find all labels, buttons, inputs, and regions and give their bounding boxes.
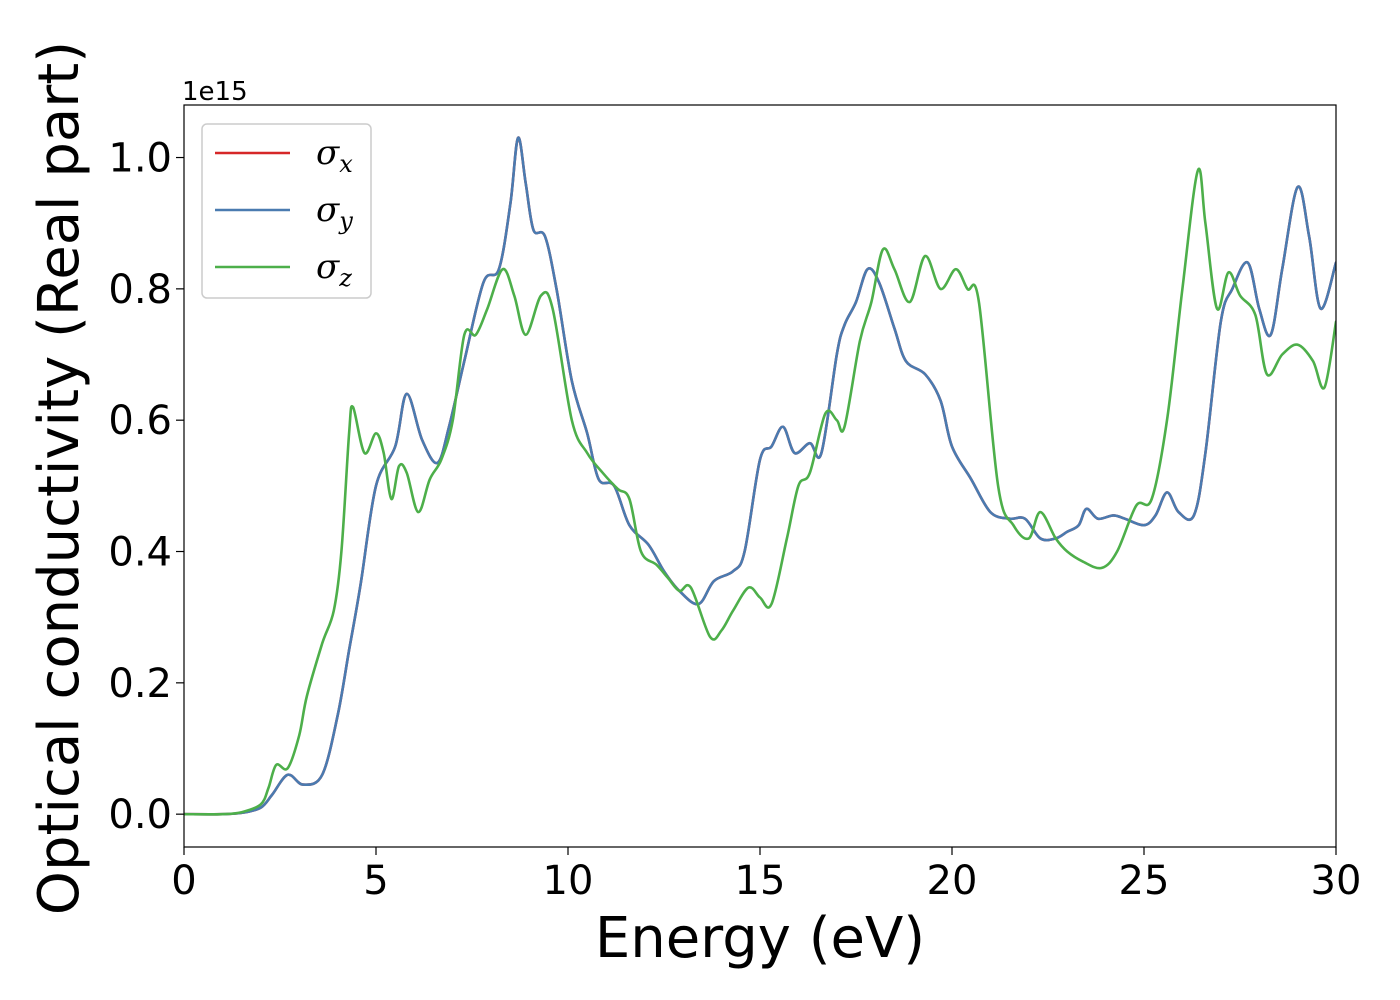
x-tick-label: 20 [927,858,978,904]
x-axis: 0 5 10 15 20 25 30 [171,847,1361,904]
x-tick-label: 30 [1311,858,1362,904]
y-tick-label: 0.2 [108,661,172,707]
y-axis-label: Optical conductivity (Real part) [27,41,92,915]
y-tick-label: 0.0 [108,792,172,838]
x-axis-label: Energy (eV) [595,906,925,971]
legend-label-subscript: y [338,207,353,235]
y-tick-label: 0.6 [108,398,172,444]
series-line-sigma-z [184,167,1336,816]
y-tick-label: 0.8 [108,267,172,313]
legend-label-subscript: z [338,264,352,292]
x-tick-label: 0 [171,858,196,904]
x-tick-label: 15 [735,858,786,904]
x-tick-label: 5 [363,858,388,904]
y-tick-label: 0.4 [108,530,172,576]
y-axis: 0.0 0.2 0.4 0.6 0.8 1.0 [108,136,184,838]
x-tick-label: 25 [1119,858,1170,904]
y-axis-offset-label: 1e15 [182,77,248,107]
x-tick-label: 10 [543,858,594,904]
series-line-sigma-y [184,136,1336,816]
y-tick-label: 1.0 [108,136,172,182]
legend-label-subscript: x [339,150,353,178]
series-layer [184,136,1336,816]
